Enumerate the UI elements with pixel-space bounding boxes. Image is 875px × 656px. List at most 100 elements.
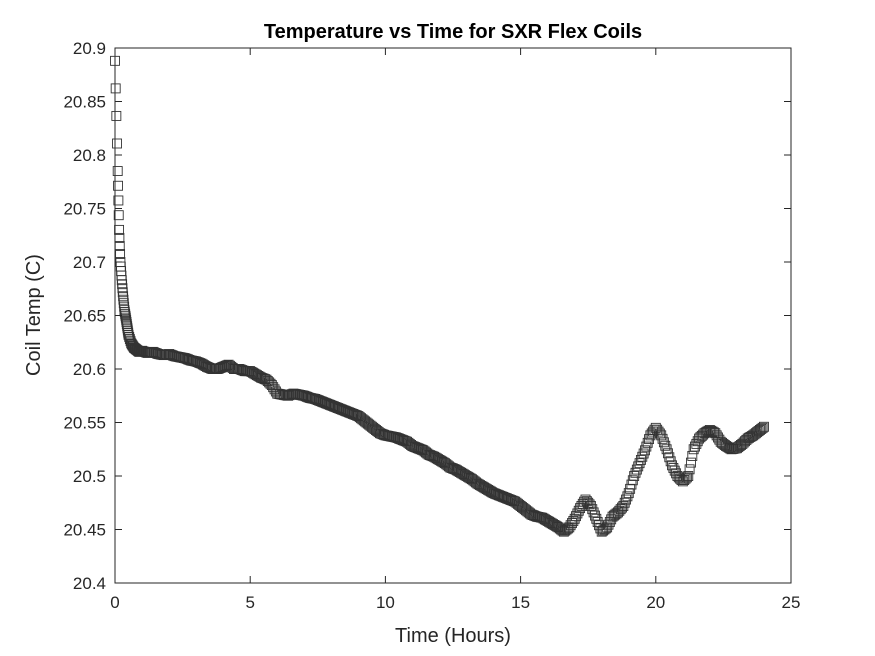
y-tick-label: 20.7 (73, 253, 106, 272)
data-point (500, 492, 511, 503)
data-point (110, 83, 121, 94)
data-point (527, 510, 538, 520)
x-tick-label: 10 (376, 593, 395, 612)
y-axis-label: Coil Temp (C) (23, 254, 45, 376)
x-tick-label: 20 (646, 593, 665, 612)
data-point (588, 507, 599, 518)
data-point (587, 504, 598, 515)
y-tick-label: 20.55 (63, 414, 106, 433)
data-point (215, 362, 226, 373)
x-tick-label: 0 (110, 593, 119, 612)
x-tick-label: 5 (245, 593, 254, 612)
data-point (433, 454, 444, 465)
data-point (494, 490, 504, 501)
data-point (683, 471, 694, 481)
data-point (668, 463, 679, 473)
data-point (499, 492, 510, 503)
data-point (622, 491, 633, 502)
data-point (392, 433, 403, 443)
data-point (621, 494, 632, 505)
data-point (686, 457, 696, 468)
data-point (619, 497, 630, 508)
data-point (658, 437, 669, 448)
x-tick-label: 25 (782, 593, 801, 612)
data-point (681, 472, 692, 483)
data-point (690, 441, 700, 452)
y-tick-label: 20.9 (73, 39, 106, 58)
data-point (630, 467, 641, 478)
data-point (634, 458, 645, 469)
data-point (638, 448, 649, 459)
data-point (111, 110, 122, 121)
data-point (526, 509, 537, 520)
data-point (641, 441, 652, 452)
data-point (759, 421, 769, 432)
data-point (114, 232, 125, 243)
y-tick-label: 20.65 (63, 307, 106, 326)
data-point (283, 390, 294, 401)
data-point (113, 195, 124, 206)
data-point (635, 455, 646, 465)
data-point (702, 426, 713, 437)
data-point (600, 523, 611, 534)
x-axis-label: Time (Hours) (395, 625, 511, 647)
data-point (554, 523, 565, 534)
data-point (756, 423, 767, 434)
y-tick-label: 20.4 (73, 574, 106, 593)
data-point (684, 464, 695, 475)
data-point (631, 464, 642, 475)
data-point (284, 390, 295, 401)
data-point (592, 517, 603, 527)
data-point (149, 347, 160, 358)
data-point (377, 429, 388, 440)
data-point (708, 427, 719, 438)
data-point (722, 441, 733, 452)
data-point (629, 471, 640, 481)
data-point (310, 394, 321, 404)
data-point (311, 394, 322, 405)
data-point (270, 386, 281, 397)
axis-ticks: 0 5 10 15 20 25 20.4 20.45 20.5 20.55 20.6 20.65 20.… (63, 39, 800, 612)
data-point (657, 433, 668, 444)
data-point (113, 210, 124, 221)
data-point (330, 402, 341, 412)
data-point (660, 440, 671, 451)
data-point (460, 470, 471, 481)
data-point (546, 518, 557, 529)
data-point (637, 451, 648, 462)
plot-area (114, 47, 792, 584)
data-point (618, 501, 629, 511)
data-point (110, 55, 120, 66)
y-tick-label: 20.75 (63, 200, 106, 219)
chart-title: Temperature vs Time for SXR Flex Coils (264, 21, 642, 43)
data-point (633, 461, 644, 472)
data-point (675, 473, 686, 484)
data-point (235, 364, 246, 375)
data-point (112, 138, 122, 149)
data-point (595, 523, 606, 534)
data-point (723, 442, 734, 453)
data-markers (110, 55, 769, 537)
y-tick-label: 20.8 (73, 146, 106, 165)
data-point (115, 249, 126, 259)
data-point (391, 432, 402, 443)
data-point (757, 422, 768, 433)
data-point (585, 501, 596, 511)
y-tick-label: 20.85 (63, 93, 106, 112)
data-point (590, 510, 600, 521)
data-point (113, 180, 123, 191)
y-tick-label: 20.5 (73, 467, 106, 486)
data-point (325, 399, 335, 410)
data-point (602, 522, 613, 533)
data-point (114, 240, 125, 251)
data-point (640, 445, 650, 456)
data-point (663, 448, 673, 459)
data-point (411, 442, 422, 453)
data-point (438, 457, 449, 468)
x-tick-label: 15 (511, 593, 530, 612)
data-point (337, 404, 348, 415)
y-tick-label: 20.45 (63, 521, 106, 540)
data-point (331, 402, 342, 413)
data-point (615, 504, 626, 515)
